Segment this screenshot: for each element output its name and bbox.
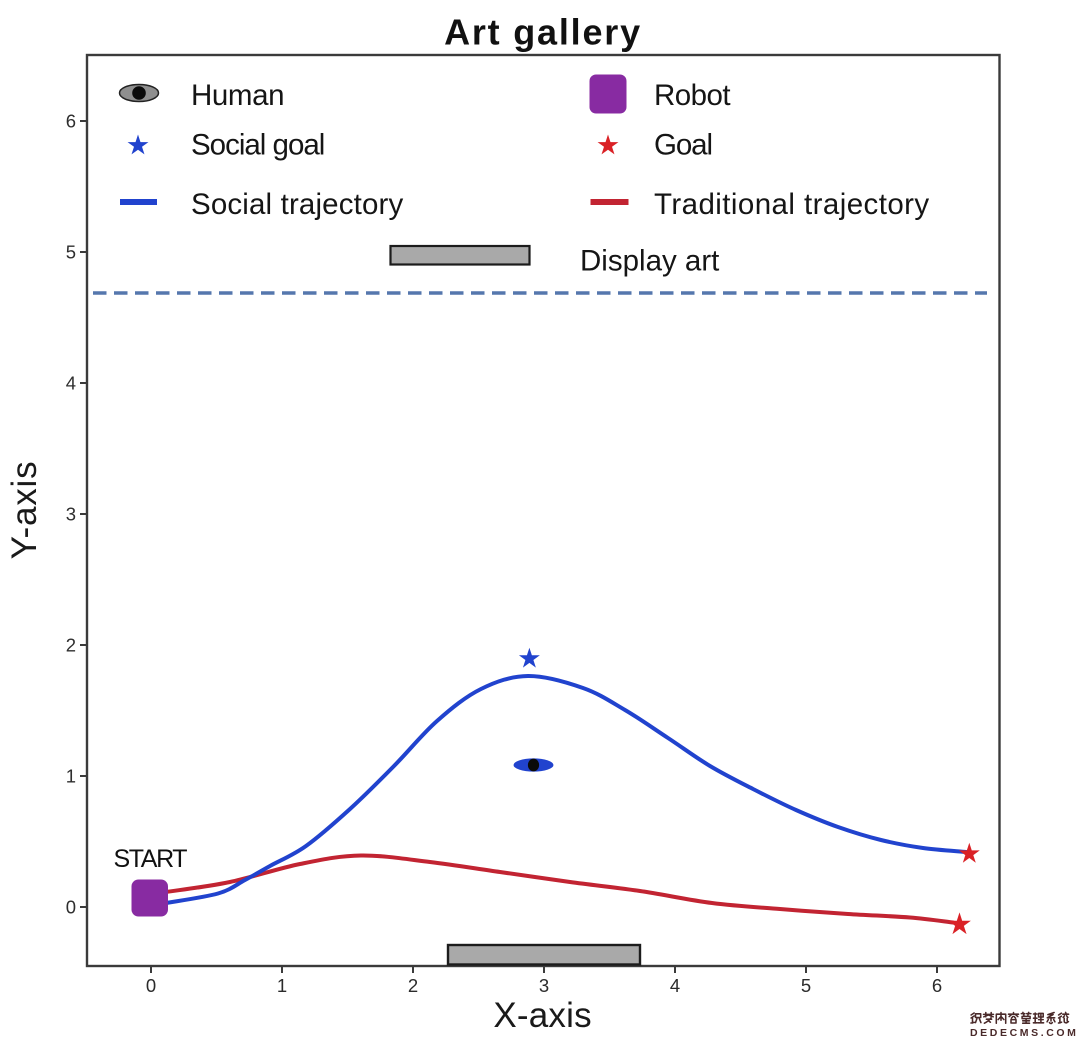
svg-text:Robot: Robot xyxy=(654,79,730,112)
svg-text:Goal: Goal xyxy=(654,129,712,162)
svg-text:START: START xyxy=(114,845,188,873)
svg-text:5: 5 xyxy=(66,242,76,263)
svg-text:1: 1 xyxy=(66,766,76,787)
svg-text:3: 3 xyxy=(66,504,76,525)
svg-text:Art gallery: Art gallery xyxy=(444,12,642,53)
svg-text:6: 6 xyxy=(932,975,942,996)
svg-text:DEDECMS.COM: DEDECMS.COM xyxy=(970,1027,1079,1039)
svg-text:2: 2 xyxy=(408,975,418,996)
svg-text:Display art: Display art xyxy=(580,245,719,278)
svg-text:Traditional trajectory: Traditional trajectory xyxy=(654,188,930,221)
svg-text:1: 1 xyxy=(277,975,287,996)
svg-text:0: 0 xyxy=(66,897,76,918)
svg-text:X-axis: X-axis xyxy=(493,996,591,1035)
svg-text:5: 5 xyxy=(801,975,811,996)
svg-text:4: 4 xyxy=(670,975,680,996)
svg-text:4: 4 xyxy=(66,373,76,394)
svg-text:Human: Human xyxy=(191,79,284,112)
svg-text:Social trajectory: Social trajectory xyxy=(191,188,404,221)
svg-text:Y-axis: Y-axis xyxy=(5,461,44,560)
svg-text:6: 6 xyxy=(66,111,76,132)
svg-text:2: 2 xyxy=(66,635,76,656)
svg-text:Social goal: Social goal xyxy=(191,129,324,162)
svg-text:3: 3 xyxy=(539,975,549,996)
svg-text:0: 0 xyxy=(146,975,156,996)
